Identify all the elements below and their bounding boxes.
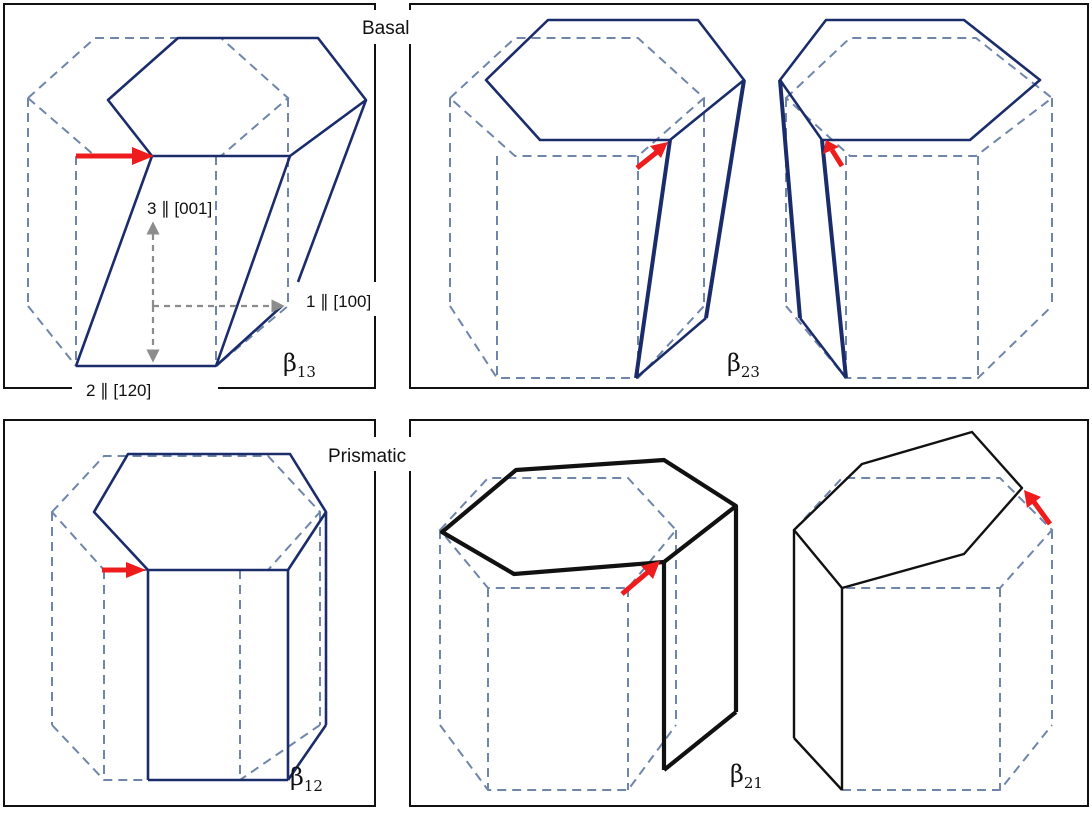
label-beta13: β13 xyxy=(283,349,316,381)
label-beta23: β23 xyxy=(727,349,760,381)
label-beta21: β21 xyxy=(730,760,763,792)
panel-frame-beta12 xyxy=(3,419,376,807)
shear-arrow-beta23-left xyxy=(635,142,668,170)
axis-label-120: 2 ∥ [120] xyxy=(86,381,151,400)
shear-arrow-beta13 xyxy=(76,147,154,165)
label-beta12: β12 xyxy=(290,763,323,795)
crystal-reference-beta21-right xyxy=(792,477,1054,791)
axis-label-100: 1 ∥ [100] xyxy=(306,292,371,311)
crystal-deformed-beta21-right xyxy=(792,430,1024,791)
label-prismatic: Prismatic xyxy=(328,446,406,467)
crystal-deformed-beta21-left xyxy=(439,457,739,772)
axis-label-001: 3 ∥ [001] xyxy=(147,199,212,218)
shear-arrow-beta23-right xyxy=(823,140,845,168)
panel-frame-beta23 xyxy=(409,3,1089,389)
coordinate-axes xyxy=(146,221,285,363)
shear-arrow-beta12 xyxy=(102,562,146,578)
crystal-reference-beta12 xyxy=(50,455,322,781)
crystal-deformed-beta12 xyxy=(92,452,328,782)
crystal-deformed-beta13 xyxy=(74,36,368,368)
crystal-deformed-beta23-left xyxy=(484,18,746,379)
crystal-reference-beta13 xyxy=(26,37,290,367)
panel-frame-beta13 xyxy=(3,3,376,389)
crystal-reference-beta23-left xyxy=(448,37,706,379)
shear-arrow-beta21-right xyxy=(1024,490,1053,526)
crystal-deformed-beta23-right xyxy=(778,18,1042,379)
crystal-reference-beta21-left xyxy=(438,477,678,791)
label-basal: Basal xyxy=(362,18,410,39)
crystal-reference-beta23-right xyxy=(784,37,1054,379)
shear-arrow-beta21-left xyxy=(620,561,660,596)
panel-frame-beta21 xyxy=(409,419,1089,807)
